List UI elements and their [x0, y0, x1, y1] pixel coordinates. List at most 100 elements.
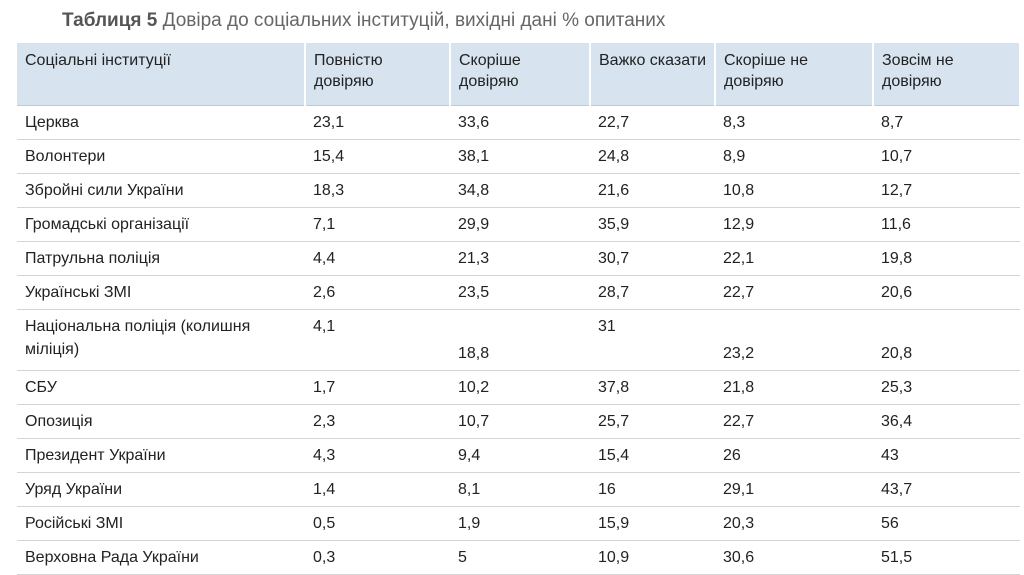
value-cell: 19,8: [873, 241, 1020, 276]
value-cell: 28,7: [590, 275, 715, 310]
value-cell: 35,9: [590, 207, 715, 242]
value-cell: 0,3: [305, 540, 450, 575]
value-cell: 20,6: [873, 275, 1020, 310]
table-caption: Довіра до соціальних інституцій, вихідні…: [162, 10, 666, 31]
header-cell: Повністю довіряю: [305, 43, 451, 106]
value-cell: 22,1: [715, 241, 873, 276]
row-label: Українські ЗМІ: [17, 275, 305, 310]
value-cell: 12,9: [715, 207, 873, 242]
value-cell: 56: [873, 506, 1020, 541]
value-cell: 23,1: [305, 105, 450, 140]
value-cell: 22,7: [715, 404, 873, 439]
row-label: Уряд України: [17, 472, 305, 507]
value-cell: 4,4: [305, 241, 450, 276]
table-row: Українські ЗМІ 2,6 23,5 28,7 22,7 20,6: [17, 275, 1020, 310]
value-cell: 1,4: [305, 472, 450, 507]
value-cell: 37,8: [590, 370, 715, 405]
value-cell: 15,4: [590, 438, 715, 473]
value-cell: 36,4: [873, 404, 1020, 439]
value-cell: 33,6: [450, 105, 590, 140]
value-cell: 18,8: [450, 309, 590, 371]
row-label: Церква: [17, 105, 305, 140]
row-label: Президент України: [17, 438, 305, 473]
value-cell: 21,3: [450, 241, 590, 276]
value-cell: 2,6: [305, 275, 450, 310]
value-cell: 43: [873, 438, 1020, 473]
value-cell: 11,6: [873, 207, 1020, 242]
value-cell: 8,1: [450, 472, 590, 507]
value-cell: 30,6: [715, 540, 873, 575]
value-cell: 0,5: [305, 506, 450, 541]
value-cell: 25,7: [590, 404, 715, 439]
row-label: Російські ЗМІ: [17, 506, 305, 541]
value-cell: 31: [590, 309, 715, 371]
trust-table: Соціальні інституції Повністю довіряю Скор…: [17, 43, 1021, 575]
value-cell: 1,7: [305, 370, 450, 405]
value-cell: 51,5: [873, 540, 1020, 575]
value-cell: 20,8: [873, 309, 1020, 371]
row-label: Національна поліція (колишня міліція): [17, 309, 305, 371]
header-row: Соціальні інституції Повністю довіряю Скор…: [17, 43, 1021, 106]
value-cell: 25,3: [873, 370, 1020, 405]
value-cell: 4,3: [305, 438, 450, 473]
header-cell: Важко сказати: [590, 43, 716, 106]
value-cell: 16: [590, 472, 715, 507]
value-cell: 20,3: [715, 506, 873, 541]
value-cell: 23,5: [450, 275, 590, 310]
value-cell: 10,7: [873, 139, 1020, 174]
value-cell: 10,7: [450, 404, 590, 439]
table-row: Верховна Рада України 0,3 5 10,9 30,6 51,5: [17, 540, 1020, 575]
value-cell: 12,7: [873, 173, 1020, 208]
value-cell: 1,9: [450, 506, 590, 541]
table-row: Волонтери 15,4 38,1 24,8 8,9 10,7: [17, 139, 1020, 174]
row-label: Патрульна поліція: [17, 241, 305, 276]
value-cell: 5: [450, 540, 590, 575]
value-cell: 43,7: [873, 472, 1020, 507]
value-cell: 30,7: [590, 241, 715, 276]
value-cell: 2,3: [305, 404, 450, 439]
table-row: Патрульна поліція 4,4 21,3 30,7 22,1 19,8: [17, 241, 1020, 276]
table-row: Російські ЗМІ 0,5 1,9 15,9 20,3 56: [17, 506, 1020, 541]
value-cell: 10,9: [590, 540, 715, 575]
value-cell: 21,8: [715, 370, 873, 405]
table-row: Уряд України 1,4 8,1 16 29,1 43,7: [17, 472, 1020, 507]
value-cell: 15,4: [305, 139, 450, 174]
header-cell: Соціальні інституції: [17, 43, 306, 106]
table-body: Церква 23,1 33,6 22,7 8,3 8,7 Волонтери 15,4 38,…: [17, 105, 1020, 575]
row-label: СБУ: [17, 370, 305, 405]
value-cell: 10,8: [715, 173, 873, 208]
value-cell: 38,1: [450, 139, 590, 174]
table-row: Національна поліція (колишня міліція) 4,1…: [17, 309, 1020, 371]
row-label: Збройні сили України: [17, 173, 305, 208]
table-row: Збройні сили України 18,3 34,8 21,6 10,8 12,7: [17, 173, 1020, 208]
value-cell: 22,7: [715, 275, 873, 310]
value-cell: 10,2: [450, 370, 590, 405]
value-cell: 29,9: [450, 207, 590, 242]
table-row: СБУ 1,7 10,2 37,8 21,8 25,3: [17, 370, 1020, 405]
value-cell: 26: [715, 438, 873, 473]
table-row: Церква 23,1 33,6 22,7 8,3 8,7: [17, 105, 1020, 140]
table-row: Опозиція 2,3 10,7 25,7 22,7 36,4: [17, 404, 1020, 439]
value-cell: 7,1: [305, 207, 450, 242]
row-label: Волонтери: [17, 139, 305, 174]
value-cell: 21,6: [590, 173, 715, 208]
value-cell: 22,7: [590, 105, 715, 140]
header-cell: Скоріше довіряю: [450, 43, 591, 106]
row-label: Опозиція: [17, 404, 305, 439]
value-cell: 15,9: [590, 506, 715, 541]
table-row: Громадські організації 7,1 29,9 35,9 12,9 11,…: [17, 207, 1020, 242]
header-cell: Скоріше не довіряю: [715, 43, 874, 106]
header-cell: Зовсім не довіряю: [873, 43, 1021, 106]
row-label: Громадські організації: [17, 207, 305, 242]
row-label: Верховна Рада України: [17, 540, 305, 575]
value-cell: 8,3: [715, 105, 873, 140]
value-cell: 23,2: [715, 309, 873, 371]
table-number: Таблиця 5: [62, 10, 158, 31]
value-cell: 8,7: [873, 105, 1020, 140]
value-cell: 24,8: [590, 139, 715, 174]
value-cell: 8,9: [715, 139, 873, 174]
value-cell: 34,8: [450, 173, 590, 208]
table-row: Президент України 4,3 9,4 15,4 26 43: [17, 438, 1020, 473]
value-cell: 29,1: [715, 472, 873, 507]
